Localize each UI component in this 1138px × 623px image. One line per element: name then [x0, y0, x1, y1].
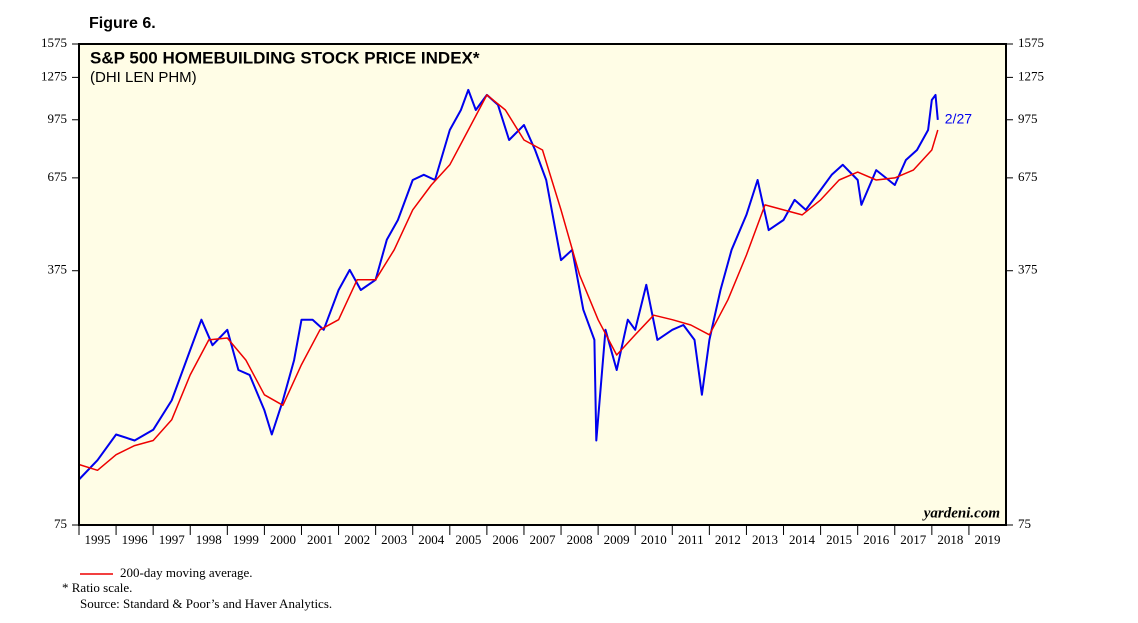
x-tick-label: 2007 — [530, 532, 557, 547]
source: Source: Standard & Poor’s and Haver Anal… — [80, 596, 332, 611]
x-tick-label: 2015 — [826, 532, 852, 547]
x-tick-label: 2000 — [270, 532, 296, 547]
x-tick-label: 2005 — [455, 532, 481, 547]
x-tick-label: 2011 — [678, 532, 704, 547]
x-tick-label: 2017 — [900, 532, 927, 547]
plot-area — [79, 44, 1006, 525]
y2-tick-label: 675 — [1018, 169, 1038, 184]
x-tick-label: 1996 — [122, 532, 149, 547]
x-tick-label: 2003 — [381, 532, 407, 547]
series-line — [78, 88, 939, 481]
end-annotation: 2/27 — [945, 111, 972, 127]
x-tick-label: 2016 — [863, 532, 890, 547]
y2-tick-label: 375 — [1018, 262, 1038, 277]
x-tick-label: 2002 — [344, 532, 370, 547]
x-tick-label: 2004 — [418, 532, 445, 547]
y-tick-label: 1275 — [41, 68, 67, 83]
x-tick-label: 2001 — [307, 532, 333, 547]
y-tick-label: 975 — [48, 111, 68, 126]
x-tick-label: 2013 — [752, 532, 778, 547]
x-tick-label: 2009 — [604, 532, 630, 547]
y2-tick-label: 75 — [1018, 516, 1031, 531]
legend-label: 200-day moving average. — [120, 565, 252, 580]
x-tick-label: 1995 — [85, 532, 111, 547]
plot-layer — [78, 88, 939, 481]
watermark: yardeni.com — [922, 505, 1000, 521]
y-tick-label: 75 — [54, 516, 67, 531]
x-tick-label: 2018 — [937, 532, 963, 547]
chart-title: S&P 500 HOMEBUILDING STOCK PRICE INDEX* — [90, 48, 480, 67]
series-line — [78, 94, 939, 472]
x-tick-label: 1999 — [233, 532, 259, 547]
x-tick-label: 2008 — [567, 532, 593, 547]
x-tick-label: 2012 — [715, 532, 741, 547]
x-tick-label: 1998 — [196, 532, 222, 547]
chart-subtitle: (DHI LEN PHM) — [90, 69, 197, 86]
figure-label: Figure 6. — [89, 15, 156, 32]
plot-frame — [78, 43, 1007, 526]
x-tick-label: 2014 — [789, 532, 816, 547]
y2-tick-label: 1275 — [1018, 68, 1044, 83]
y-tick-label: 1575 — [41, 35, 67, 50]
y-tick-label: 675 — [48, 169, 68, 184]
y2-tick-label: 975 — [1018, 111, 1038, 126]
x-tick-label: 1997 — [159, 532, 186, 547]
footnote: * Ratio scale. — [62, 580, 132, 595]
x-tick-label: 2010 — [641, 532, 667, 547]
x-tick-label: 2019 — [974, 532, 1000, 547]
x-tick-label: 2006 — [492, 532, 519, 547]
y2-tick-label: 1575 — [1018, 35, 1044, 50]
y-tick-label: 375 — [48, 262, 68, 277]
